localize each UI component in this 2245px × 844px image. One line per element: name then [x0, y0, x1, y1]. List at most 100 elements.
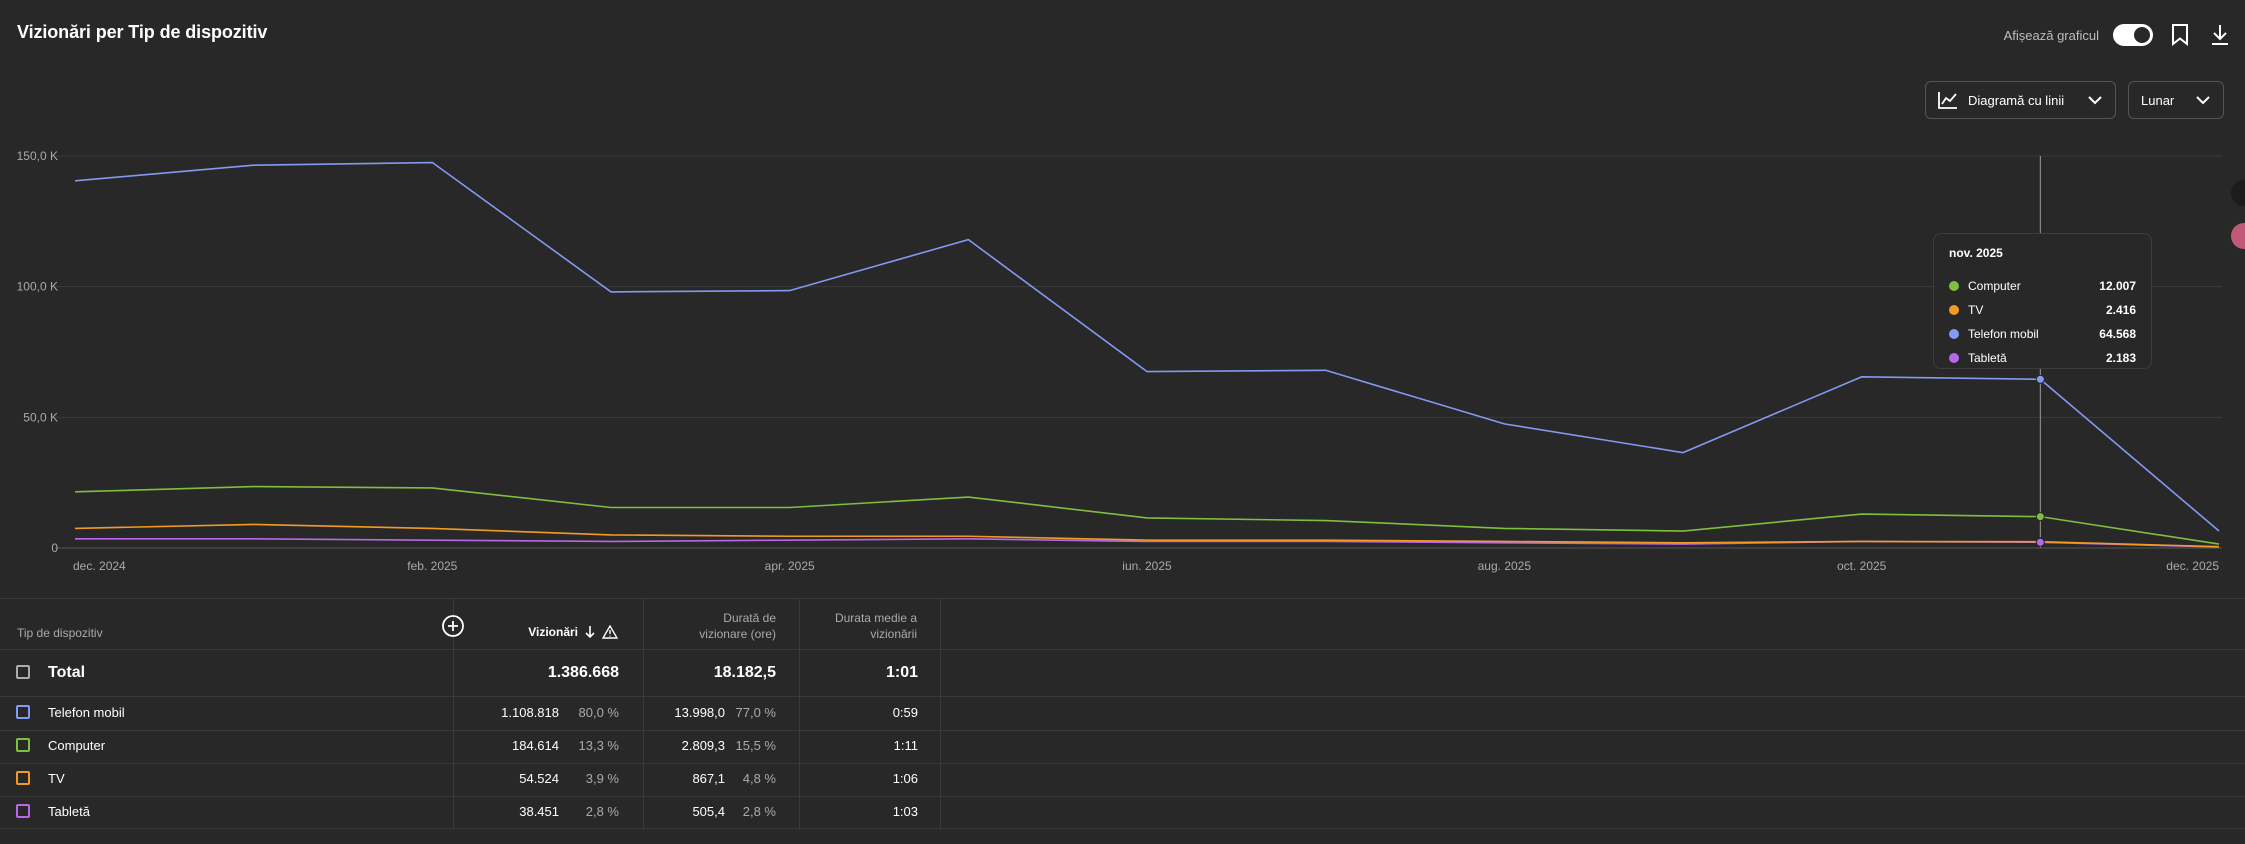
row-watch-time: 505,4	[692, 804, 725, 819]
row-watch-time: 13.998,0	[674, 705, 725, 720]
row-views-pct: 13,3 %	[578, 738, 619, 753]
legend-dot	[1949, 305, 1959, 315]
legend-dot	[1949, 281, 1959, 291]
chevron-down-icon	[2196, 96, 2210, 105]
row-label: Tabletă	[48, 804, 90, 819]
series-line-tv	[74, 523, 2220, 548]
bookmark-icon[interactable]	[2167, 22, 2193, 48]
column-divider	[453, 599, 454, 828]
header-views[interactable]: Vizionări	[528, 625, 618, 639]
row-watch-pct: 4,8 %	[742, 771, 776, 786]
row-checkbox-telefon[interactable]	[16, 705, 30, 719]
sort-down-icon	[585, 626, 595, 639]
chart-type-dropdown[interactable]: Diagramă cu linii	[1925, 81, 2116, 119]
y-tick-label: 100,0 K	[17, 280, 58, 294]
hover-point	[2035, 537, 2045, 547]
tooltip-row: Computer 12.007	[1949, 274, 2136, 298]
chevron-down-icon	[2088, 96, 2102, 105]
row-divider	[0, 649, 2245, 650]
header-watch-time-line2: vizionare (ore)	[699, 627, 776, 641]
row-checkbox-tv[interactable]	[16, 771, 30, 785]
row-divider	[0, 828, 2245, 829]
hover-point	[2035, 512, 2045, 522]
warning-icon	[602, 625, 618, 639]
header-watch-time[interactable]: Durată de vizionare (ore)	[699, 610, 776, 642]
add-column-icon[interactable]	[441, 614, 465, 643]
side-panel-button[interactable]	[2231, 180, 2245, 206]
header-avg-line1: Durata medie a	[834, 611, 917, 625]
column-divider	[799, 599, 800, 828]
column-divider	[643, 599, 644, 828]
row-views: 54.524	[519, 771, 559, 786]
header-views-label: Vizionări	[528, 625, 578, 639]
x-tick-label: apr. 2025	[765, 559, 815, 573]
tooltip-series-name: Tabletă	[1968, 351, 2007, 365]
row-avg-duration: 1:03	[892, 804, 918, 819]
tooltip-row: Tabletă 2.183	[1949, 346, 2136, 370]
column-divider	[940, 599, 941, 828]
series-line-computer	[74, 485, 2220, 545]
x-tick-label: dec. 2024	[73, 559, 126, 573]
x-tick-label: oct. 2025	[1837, 559, 1887, 573]
legend-dot	[1949, 353, 1959, 363]
row-divider	[0, 696, 2245, 697]
tooltip-series-value: 12.007	[2099, 279, 2136, 293]
row-divider	[0, 796, 2245, 797]
total-watch-time: 18.182,5	[713, 664, 776, 681]
header-avg-duration[interactable]: Durata medie a vizionării	[835, 610, 917, 642]
header-avg-line2: vizionării	[870, 627, 917, 641]
legend-dot	[1949, 329, 1959, 339]
row-views: 1.108.818	[501, 705, 559, 720]
line-chart: 150,0 K 100,0 K 50,0 K 0 dec. 2024 feb. 2025 a…	[17, 149, 2222, 573]
row-avg-duration: 1:11	[893, 738, 918, 753]
total-avg-duration: 1:01	[885, 664, 918, 681]
download-icon[interactable]	[2207, 22, 2233, 48]
tooltip-series-name: Telefon mobil	[1968, 327, 2039, 341]
y-tick-label: 150,0 K	[17, 149, 58, 163]
x-tick-label: aug. 2025	[1478, 559, 1532, 573]
row-watch-pct: 15,5 %	[735, 738, 776, 753]
row-divider	[0, 763, 2245, 764]
row-watch-pct: 77,0 %	[735, 705, 776, 720]
row-views-pct: 2,8 %	[585, 804, 619, 819]
header-actions: Afișează graficul	[2004, 22, 2233, 48]
chart-tooltip: nov. 2025 Computer 12.007 TV 2.416 Telef…	[1933, 233, 2152, 369]
period-label: Lunar	[2141, 92, 2175, 108]
row-views-pct: 3,9 %	[585, 771, 619, 786]
total-checkbox[interactable]	[16, 665, 30, 679]
row-views-pct: 80,0 %	[578, 705, 619, 720]
tooltip-series-value: 2.416	[2105, 303, 2136, 317]
tooltip-series-value: 2.183	[2105, 351, 2136, 365]
row-watch-pct: 2,8 %	[742, 804, 776, 819]
row-avg-duration: 1:06	[892, 771, 918, 786]
side-feedback-button[interactable]	[2231, 223, 2245, 249]
line-chart-icon	[1938, 92, 1957, 109]
row-watch-time: 2.809,3	[681, 738, 725, 753]
row-watch-time: 867,1	[692, 771, 725, 786]
show-chart-toggle[interactable]	[2113, 24, 2153, 46]
total-views: 1.386.668	[547, 664, 619, 681]
period-dropdown[interactable]: Lunar	[2128, 81, 2224, 119]
series-line-telefon-mobil	[74, 161, 2220, 532]
tooltip-series-name: Computer	[1968, 279, 2021, 293]
total-label: Total	[48, 664, 86, 681]
row-avg-duration: 0:59	[892, 705, 918, 720]
header-watch-time-line1: Durată de	[723, 611, 776, 625]
tooltip-series-value: 64.568	[2099, 327, 2136, 341]
tooltip-series-name: TV	[1968, 303, 1984, 317]
row-views: 38.451	[519, 804, 559, 819]
hover-point	[2035, 374, 2045, 384]
tooltip-row: TV 2.416	[1949, 298, 2136, 322]
tooltip-row: Telefon mobil 64.568	[1949, 322, 2136, 346]
y-tick-label: 0	[51, 541, 58, 555]
tooltip-title: nov. 2025	[1949, 246, 2003, 260]
row-label: Computer	[48, 738, 106, 753]
x-tick-label: iun. 2025	[1122, 559, 1172, 573]
row-label: TV	[48, 771, 65, 786]
x-tick-label: feb. 2025	[407, 559, 457, 573]
page-title: Vizionări per Tip de dispozitiv	[17, 22, 268, 42]
header-device[interactable]: Tip de dispozitiv	[17, 626, 103, 640]
row-checkbox-computer[interactable]	[16, 738, 30, 752]
row-divider	[0, 730, 2245, 731]
row-checkbox-tableta[interactable]	[16, 804, 30, 818]
